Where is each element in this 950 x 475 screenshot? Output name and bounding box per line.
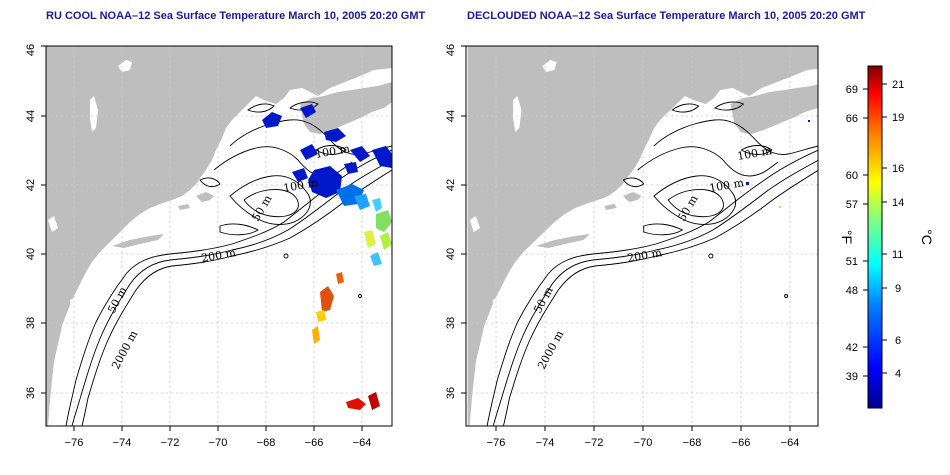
- colorbar-f-ticks: [863, 88, 868, 377]
- colorbar-c-tick-6: 6: [895, 335, 901, 347]
- right-contour-label-200m: 200 m: [626, 246, 663, 265]
- colorbar-unit-celsius: °C: [919, 229, 935, 245]
- right-map-frame: [465, 45, 819, 427]
- right-map-title: DECLOUDED NOAA–12 Sea Surface Temperatur…: [467, 10, 866, 22]
- colorbar-gradient: [867, 65, 883, 409]
- right-lon-tick-70: −70: [634, 437, 653, 449]
- left-lon-tick-64: −64: [353, 437, 372, 449]
- colorbar-f-tick-42: 42: [846, 342, 858, 354]
- left-lat-tick-44: 44: [25, 110, 37, 122]
- left-sst-mid-patches: [336, 184, 392, 266]
- colorbar-f-tick-51: 51: [846, 256, 858, 268]
- colorbar-c-tick-4: 4: [895, 368, 901, 380]
- right-map: 100 m 100 m 50 m 200 m 50 m 2000 m −76 −…: [445, 44, 819, 449]
- left-contour-label-200m: 200 m: [200, 246, 237, 265]
- colorbar-f-tick-48: 48: [846, 285, 858, 297]
- left-lat-tick-36: 36: [25, 387, 37, 399]
- colorbar-f-tick-66: 66: [846, 113, 858, 125]
- left-lon-tick-70: −70: [209, 437, 228, 449]
- left-map: 100 m 100 m 50 m 200 m 50 m 2000 m −76 −…: [25, 44, 393, 449]
- colorbar-c-tick-9: 9: [895, 283, 901, 295]
- right-lat-tick-40: 40: [445, 248, 457, 260]
- left-map-frame: [45, 45, 393, 427]
- colorbar: 69 66 60 57 51 48 42 39 21 19 16 14 11 9…: [839, 65, 935, 409]
- right-lon-tick-76: −76: [487, 437, 506, 449]
- colorbar-c-tick-14: 14: [892, 197, 904, 209]
- right-lon-tick-72: −72: [585, 437, 604, 449]
- right-axis-ticks: [461, 45, 791, 431]
- left-axis-ticks: [41, 45, 363, 431]
- left-lon-tick-68: −68: [257, 437, 276, 449]
- colorbar-c-tick-16: 16: [892, 163, 904, 175]
- left-grid: [46, 46, 392, 426]
- right-lat-tick-38: 38: [445, 317, 457, 329]
- left-lon-tick-76: −76: [65, 437, 84, 449]
- left-lon-tick-74: −74: [113, 437, 132, 449]
- left-lat-tick-46: 46: [25, 44, 37, 56]
- colorbar-c-tick-11: 11: [892, 249, 903, 261]
- right-lat-tick-36: 36: [445, 387, 457, 399]
- right-lat-tick-44: 44: [445, 110, 457, 122]
- left-lat-tick-40: 40: [25, 248, 37, 260]
- right-contour-label-100m-a: 100 m: [736, 144, 773, 163]
- colorbar-f-tick-60: 60: [846, 170, 858, 182]
- right-lon-tick-68: −68: [683, 437, 702, 449]
- left-lon-tick-66: −66: [305, 437, 324, 449]
- left-lat-tick-42: 42: [25, 179, 37, 191]
- colorbar-c-ticks: [882, 83, 887, 374]
- right-contour-label-100m-b: 100 m: [708, 176, 745, 195]
- left-sst-cold-patches: [262, 104, 392, 198]
- right-lon-tick-74: −74: [536, 437, 555, 449]
- colorbar-c-tick-19: 19: [892, 112, 904, 124]
- left-lat-tick-38: 38: [25, 317, 37, 329]
- right-lat-tick-42: 42: [445, 179, 457, 191]
- colorbar-c-tick-21: 21: [892, 79, 904, 91]
- colorbar-unit-fahrenheit: °F: [839, 230, 855, 244]
- colorbar-f-tick-57: 57: [846, 199, 858, 211]
- left-contour-label-100m-a: 100 m: [314, 142, 351, 161]
- left-sst-warm-patches: [312, 272, 380, 410]
- right-sst-speckles: [746, 120, 810, 208]
- left-map-title: RU COOL NOAA–12 Sea Surface Temperature …: [46, 10, 426, 22]
- colorbar-f-tick-39: 39: [846, 371, 858, 383]
- right-lat-tick-46: 46: [445, 44, 457, 56]
- left-contour-label-100m-b: 100 m: [282, 176, 319, 195]
- left-lon-tick-72: −72: [161, 437, 180, 449]
- right-lon-tick-66: −66: [732, 437, 751, 449]
- colorbar-f-tick-69: 69: [846, 84, 858, 96]
- right-lon-tick-64: −64: [781, 437, 800, 449]
